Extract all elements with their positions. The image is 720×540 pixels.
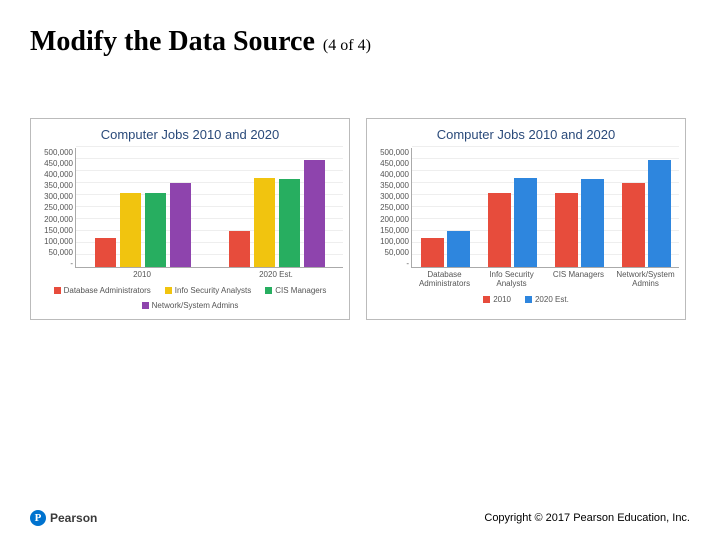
xtick-label: 2010 <box>75 270 209 279</box>
ytick-label: 450,000 <box>44 159 73 168</box>
ytick-label: 200,000 <box>44 215 73 224</box>
left-legend: Database Administrators Info Security Ana… <box>37 285 343 311</box>
page-title: Modify the Data Source <box>30 26 315 58</box>
legend-item: Network/System Admins <box>142 300 239 311</box>
legend-swatch-icon <box>54 287 61 294</box>
legend-item: CIS Managers <box>265 285 326 296</box>
bar <box>648 160 671 267</box>
bar <box>622 183 645 267</box>
ytick-label: 100,000 <box>44 237 73 246</box>
left-plot-area <box>75 148 343 268</box>
xtick-label: 2020 Est. <box>209 270 343 279</box>
legend-item: 2010 <box>483 294 511 305</box>
right-xaxis: DatabaseAdministratorsInfo SecurityAnaly… <box>373 268 679 288</box>
ytick-label: 400,000 <box>380 170 409 179</box>
ytick-label: - <box>406 259 409 268</box>
legend-label: CIS Managers <box>275 285 326 296</box>
ytick-label: 200,000 <box>380 215 409 224</box>
footer: P Pearson Copyright © 2017 Pearson Educa… <box>30 510 690 526</box>
legend-item: Database Administrators <box>54 285 151 296</box>
xtick-label: DatabaseAdministrators <box>411 270 478 288</box>
bar <box>421 238 444 267</box>
legend-label: 2010 <box>493 294 511 305</box>
legend-label: 2020 Est. <box>535 294 569 305</box>
bar <box>145 193 166 267</box>
chart-row: Computer Jobs 2010 and 2020 500,000 450,0… <box>30 118 690 320</box>
ytick-label: 100,000 <box>380 237 409 246</box>
page-subtitle: (4 of 4) <box>323 37 371 55</box>
right-plot-wrap: 500,000 450,000 400,000 350,000 300,000 250,0… <box>373 148 679 268</box>
ytick-label: 300,000 <box>380 192 409 201</box>
xtick-label: Info SecurityAnalysts <box>478 270 545 288</box>
ytick-label: 350,000 <box>44 181 73 190</box>
slide: Modify the Data Source (4 of 4) Computer… <box>0 0 720 540</box>
bar <box>229 231 250 267</box>
left-chart-title: Computer Jobs 2010 and 2020 <box>37 125 343 148</box>
brand-mark-icon: P <box>30 510 46 526</box>
legend-swatch-icon <box>142 302 149 309</box>
legend-swatch-icon <box>525 296 532 303</box>
bar <box>279 179 300 267</box>
ytick-label: 50,000 <box>385 248 409 257</box>
right-chart-title: Computer Jobs 2010 and 2020 <box>373 125 679 148</box>
ytick-label: 450,000 <box>380 159 409 168</box>
legend-item: Info Security Analysts <box>165 285 251 296</box>
ytick-label: 150,000 <box>380 226 409 235</box>
ytick-label: 50,000 <box>49 248 73 257</box>
title-row: Modify the Data Source (4 of 4) <box>30 26 690 58</box>
bar <box>581 179 604 267</box>
bar <box>254 178 275 267</box>
bar <box>555 193 578 267</box>
left-yaxis: 500,000 450,000 400,000 350,000 300,000 250,0… <box>37 148 75 268</box>
legend-label: Database Administrators <box>64 285 151 296</box>
right-plot-area <box>411 148 679 268</box>
bar <box>170 183 191 267</box>
ytick-label: 150,000 <box>44 226 73 235</box>
right-xaxis-labels: DatabaseAdministratorsInfo SecurityAnaly… <box>411 270 679 288</box>
copyright-text: Copyright © 2017 Pearson Education, Inc. <box>484 512 690 524</box>
right-yaxis: 500,000 450,000 400,000 350,000 300,000 250,0… <box>373 148 411 268</box>
legend-swatch-icon <box>483 296 490 303</box>
ytick-label: 250,000 <box>44 203 73 212</box>
ytick-label: 350,000 <box>380 181 409 190</box>
brand-name: Pearson <box>50 511 97 525</box>
left-xaxis-labels: 20102020 Est. <box>75 270 343 279</box>
ytick-label: 400,000 <box>44 170 73 179</box>
ytick-label: - <box>70 259 73 268</box>
ytick-label: 500,000 <box>380 148 409 157</box>
brand-logo: P Pearson <box>30 510 97 526</box>
bar <box>447 231 470 267</box>
ytick-label: 500,000 <box>44 148 73 157</box>
left-xaxis: 20102020 Est. <box>37 268 343 279</box>
ytick-label: 250,000 <box>380 203 409 212</box>
legend-swatch-icon <box>265 287 272 294</box>
left-plot-wrap: 500,000 450,000 400,000 350,000 300,000 250,0… <box>37 148 343 268</box>
bar <box>488 193 511 267</box>
xtick-label: CIS Managers <box>545 270 612 288</box>
bar <box>514 178 537 267</box>
bar <box>120 193 141 267</box>
legend-swatch-icon <box>165 287 172 294</box>
ytick-label: 300,000 <box>44 192 73 201</box>
bar <box>95 238 116 267</box>
legend-label: Info Security Analysts <box>175 285 251 296</box>
left-chart: Computer Jobs 2010 and 2020 500,000 450,0… <box>30 118 350 320</box>
bar <box>304 160 325 267</box>
legend-label: Network/System Admins <box>152 300 239 311</box>
right-legend: 2010 2020 Est. <box>373 294 679 305</box>
xtick-label: Network/SystemAdmins <box>612 270 679 288</box>
legend-item: 2020 Est. <box>525 294 569 305</box>
right-chart: Computer Jobs 2010 and 2020 500,000 450,0… <box>366 118 686 320</box>
